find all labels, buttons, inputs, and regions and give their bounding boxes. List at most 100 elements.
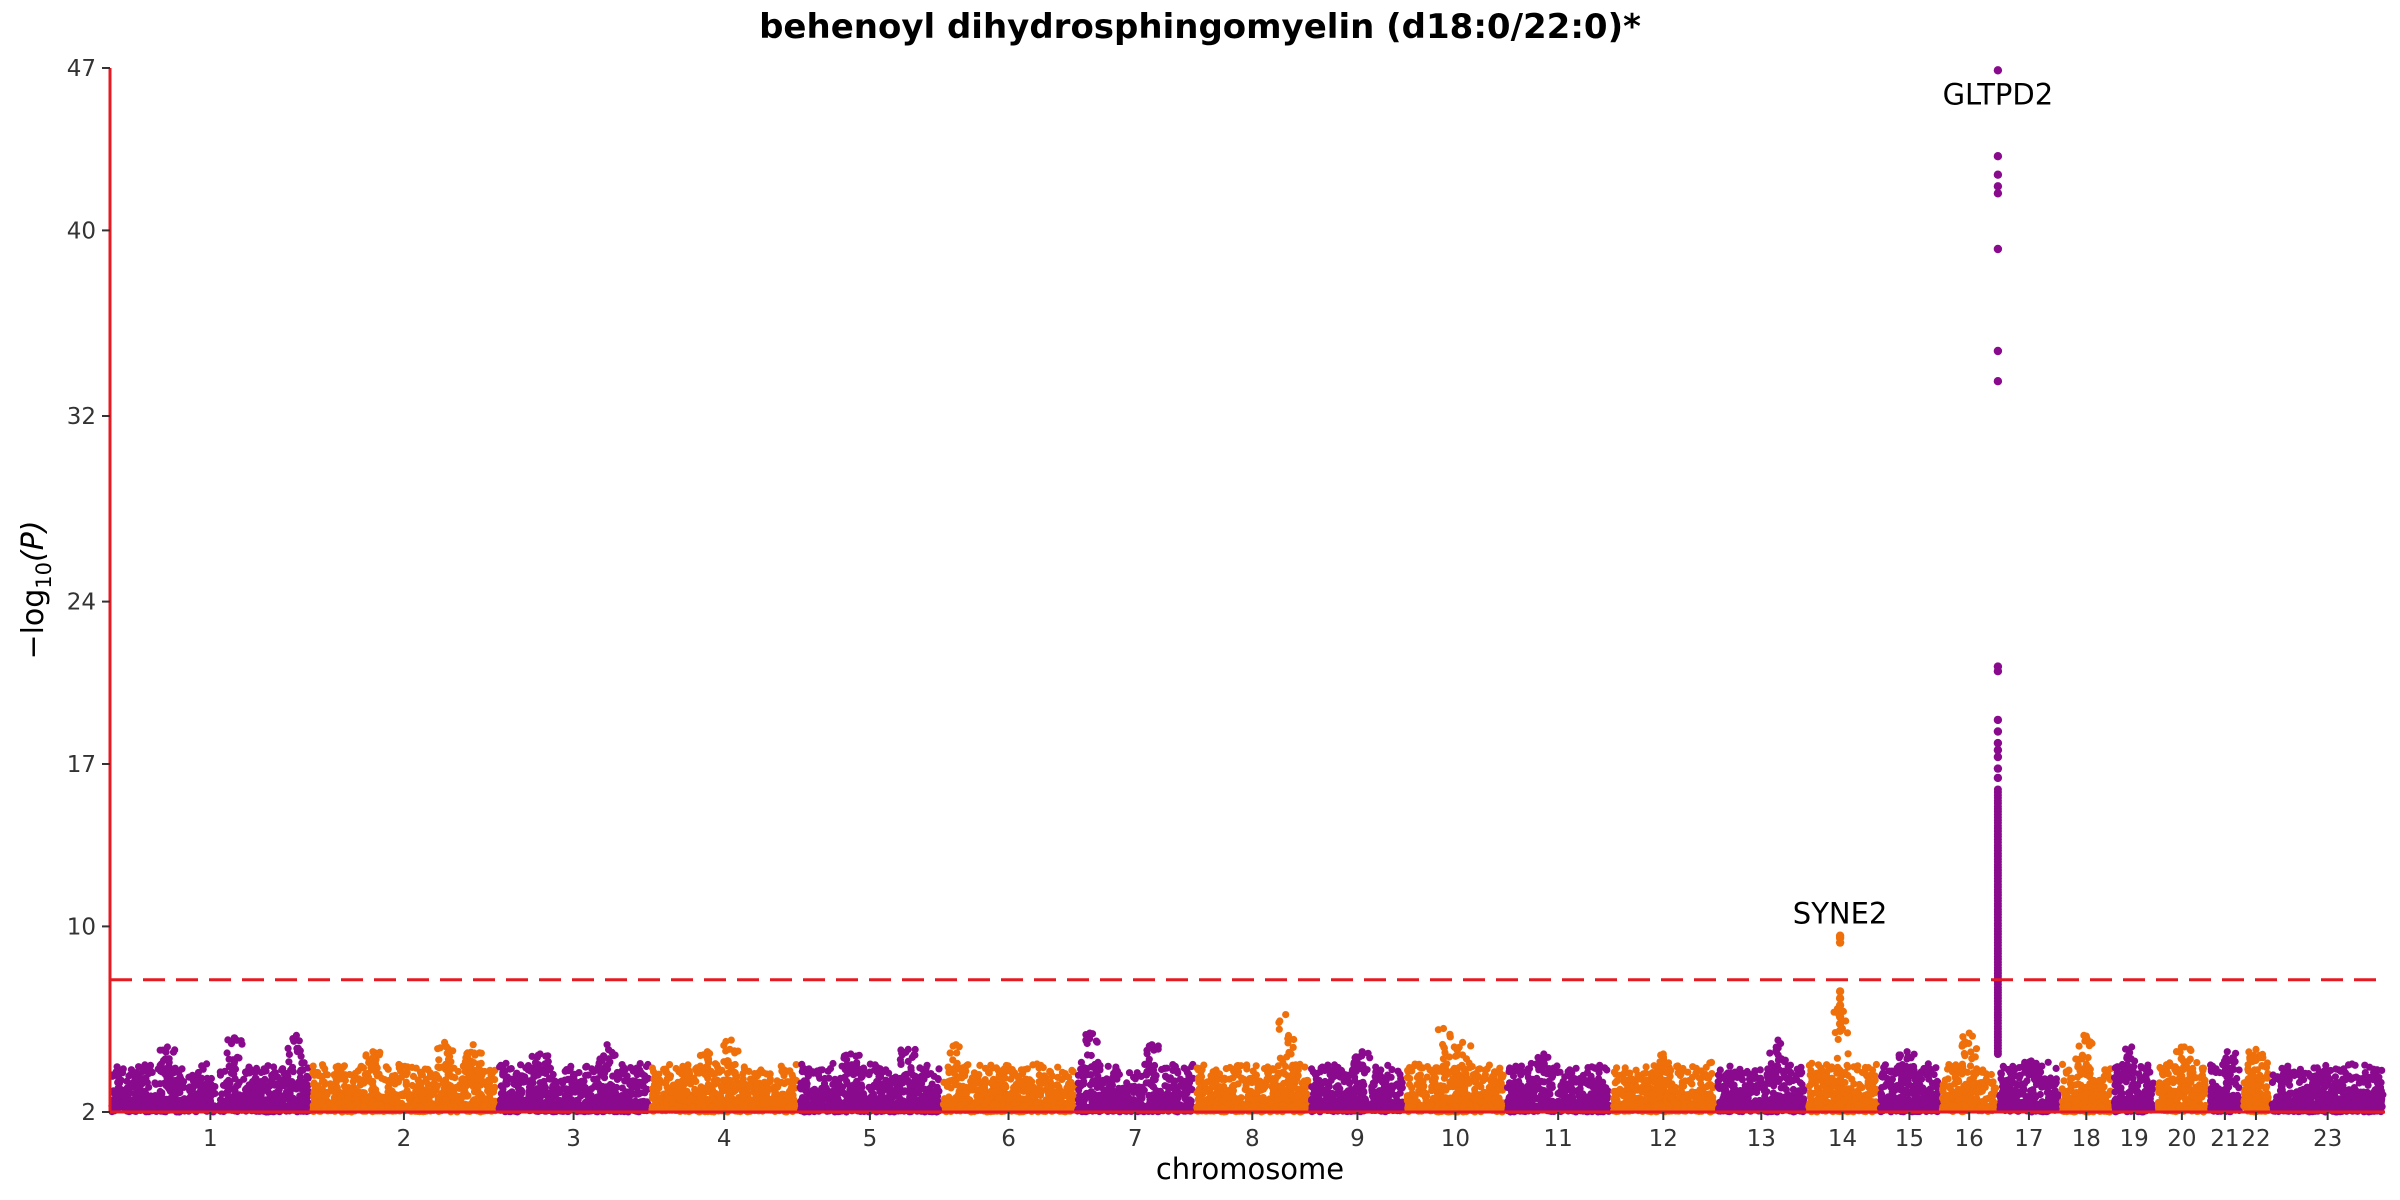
snp-point <box>223 1049 231 1057</box>
snp-point <box>917 1080 926 1088</box>
snp-point <box>708 1069 716 1078</box>
snp-point <box>836 1074 845 1082</box>
snp-point <box>169 1092 177 1100</box>
snp-point <box>458 1103 466 1111</box>
snp-point <box>599 1082 607 1091</box>
snp-point <box>270 1063 278 1071</box>
snp-point <box>546 1066 554 1074</box>
snp-point <box>671 1081 679 1089</box>
snp-point <box>304 1074 312 1082</box>
snp-point <box>113 1070 121 1078</box>
snp-point <box>475 1066 483 1074</box>
snp-point <box>147 1103 155 1111</box>
snp-point <box>521 1078 529 1086</box>
snp-point <box>195 1098 203 1106</box>
snp-point <box>227 1040 236 1048</box>
snp-point <box>309 1062 317 1070</box>
snp-point <box>784 1103 792 1112</box>
snp-point <box>628 1090 636 1098</box>
snp-point <box>873 1077 881 1086</box>
snp-point <box>660 1065 668 1073</box>
snp-point <box>567 1062 575 1070</box>
snp-point <box>683 1087 691 1095</box>
snp-point <box>276 1076 285 1084</box>
snp-point <box>256 1101 264 1109</box>
snp-point <box>668 1095 676 1103</box>
snp-point <box>382 1094 390 1103</box>
snp-point <box>175 1083 184 1091</box>
snp-point <box>257 1068 265 1077</box>
snp-point <box>477 1059 485 1067</box>
snp-point <box>924 1102 932 1110</box>
snp-point <box>635 1103 644 1111</box>
snp-point <box>670 1088 679 1096</box>
snp-point <box>312 1092 320 1100</box>
snp-point <box>766 1075 774 1083</box>
snp-point <box>141 1074 149 1083</box>
snp-point <box>192 1074 201 1082</box>
snp-point <box>751 1070 759 1078</box>
snp-point <box>866 1060 874 1068</box>
chromosome-3-points <box>495 1041 652 1116</box>
snp-point <box>249 1092 257 1100</box>
snp-point <box>176 1072 184 1080</box>
peak-point <box>847 1050 855 1058</box>
snp-point <box>354 1089 362 1097</box>
snp-point <box>151 1092 159 1100</box>
snp-point <box>451 1074 459 1082</box>
chromosome-6-points <box>939 1041 1078 1116</box>
snp-point <box>804 1072 813 1080</box>
snp-point <box>520 1103 528 1111</box>
snp-point <box>571 1081 579 1089</box>
peak-point <box>727 1036 735 1044</box>
snp-point <box>198 1062 206 1070</box>
snp-point <box>445 1068 453 1077</box>
snp-point <box>731 1060 739 1069</box>
snp-point <box>827 1092 835 1100</box>
snp-point <box>268 1075 276 1083</box>
snp-point <box>884 1084 892 1092</box>
snp-point <box>424 1080 432 1088</box>
snp-point <box>802 1080 810 1088</box>
snp-point <box>435 1056 443 1064</box>
snp-point <box>929 1088 937 1096</box>
snp-point <box>157 1104 165 1112</box>
snp-point <box>598 1057 606 1065</box>
snp-point <box>532 1064 540 1073</box>
snp-point <box>739 1070 747 1078</box>
snp-point <box>632 1083 640 1092</box>
snp-point <box>730 1069 738 1077</box>
snp-point <box>763 1088 771 1096</box>
snp-point <box>771 1089 779 1097</box>
snp-point <box>898 1049 906 1057</box>
snp-point <box>304 1099 312 1107</box>
snp-point <box>720 1058 728 1066</box>
snp-point <box>360 1103 368 1111</box>
snp-point <box>544 1052 552 1060</box>
snp-point <box>169 1048 178 1056</box>
snp-point <box>701 1084 709 1092</box>
snp-point <box>226 1097 234 1106</box>
snp-point <box>145 1083 153 1091</box>
snp-point <box>290 1037 298 1045</box>
snp-point <box>612 1095 620 1103</box>
snp-point <box>278 1066 286 1074</box>
snp-point <box>591 1082 599 1090</box>
snp-point <box>262 1082 270 1090</box>
snp-point <box>375 1051 383 1059</box>
snp-point <box>518 1089 526 1097</box>
snp-point <box>428 1091 436 1099</box>
snp-point <box>284 1044 292 1052</box>
snp-point <box>532 1104 540 1112</box>
snp-point <box>235 1078 243 1086</box>
snp-point <box>462 1082 470 1090</box>
snp-point <box>623 1104 631 1112</box>
snp-point <box>233 1053 241 1061</box>
snp-point <box>726 1087 734 1095</box>
snp-point <box>202 1084 211 1093</box>
snp-point <box>225 1085 233 1094</box>
data-points <box>108 66 2387 1116</box>
snp-point <box>216 1068 224 1076</box>
peak-point <box>904 1045 912 1053</box>
